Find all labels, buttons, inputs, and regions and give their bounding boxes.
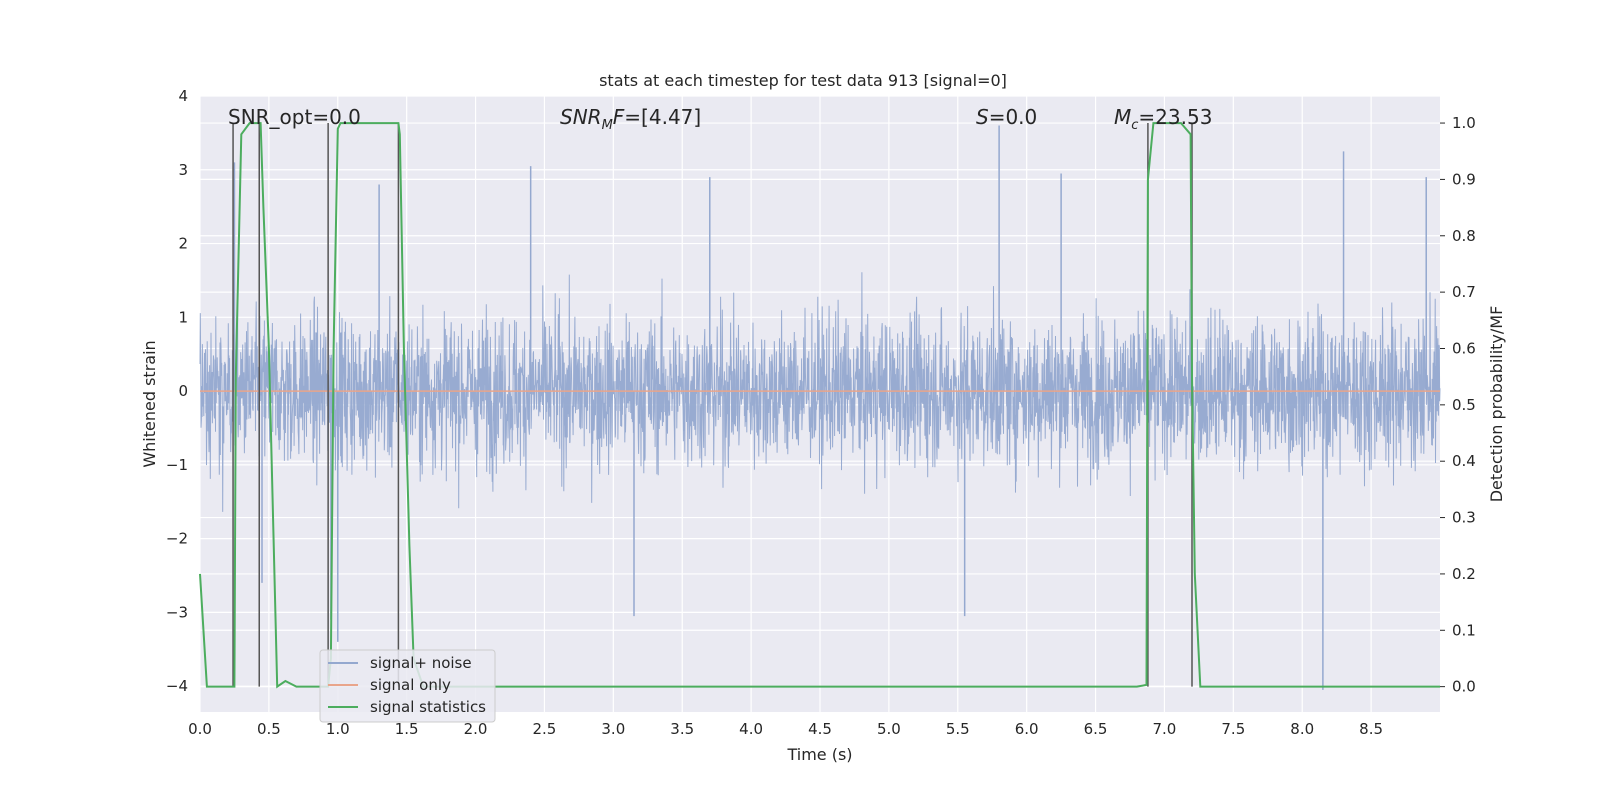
x-tick-label: 1.0 <box>326 720 350 738</box>
y-left-tick-label: 3 <box>178 161 188 179</box>
legend-label-signal-statistics: signal statistics <box>370 698 486 716</box>
annotation-mc-prefix: M <box>1114 105 1131 129</box>
annotation-snr-mf: SNRMF=[4.47] <box>560 105 701 133</box>
x-tick-label: 3.0 <box>601 720 625 738</box>
y-left-tick-label: −4 <box>166 677 188 695</box>
y-left-axis-ticks: 4 3 2 1 0 −1 −2 −3 −4 <box>166 87 188 695</box>
annotation-s-stat-value: =0.0 <box>989 105 1038 129</box>
y-left-tick-label: 2 <box>178 235 188 253</box>
y-left-tick-label: 4 <box>178 87 188 105</box>
annotation-snr-mf-value: =[4.47] <box>624 105 701 129</box>
annotation-snr-mf-sub: M <box>602 118 613 133</box>
legend: signal+ noise signal only signal statist… <box>319 649 496 723</box>
x-tick-label: 0.0 <box>188 720 212 738</box>
y-right-tick-label: 0.7 <box>1452 283 1476 301</box>
x-tick-label: 4.5 <box>808 720 832 738</box>
annotation-mc-sub: c <box>1131 118 1138 133</box>
x-tick-label: 7.0 <box>1153 720 1177 738</box>
signal-plus-noise-line <box>199 272 1441 512</box>
x-tick-label: 8.0 <box>1290 720 1314 738</box>
annotation-s-stat-prefix: S <box>976 105 989 129</box>
x-tick-label: 6.5 <box>1084 720 1108 738</box>
y-left-axis-label: Whitened strain <box>140 340 159 467</box>
x-tick-label: 6.0 <box>1015 720 1039 738</box>
y-right-tick-label: 1.0 <box>1452 114 1476 132</box>
x-tick-label: 8.5 <box>1359 720 1383 738</box>
y-right-tick-label: 0.8 <box>1452 227 1476 245</box>
y-left-tick-label: −2 <box>166 530 188 548</box>
annotation-snr-mf-prefix: SNR <box>560 105 602 129</box>
x-tick-label: 7.5 <box>1221 720 1245 738</box>
y-right-tick-label: 0.2 <box>1452 565 1476 583</box>
signal-statistics-line <box>199 122 1440 689</box>
y-right-tick-label: 0.0 <box>1452 678 1476 696</box>
y-right-tick-label: 0.3 <box>1452 509 1476 527</box>
y-left-tick-label: −3 <box>166 603 188 621</box>
y-left-tick-label: 1 <box>178 308 188 326</box>
x-tick-label: 4.0 <box>739 720 763 738</box>
x-tick-label: 5.0 <box>877 720 901 738</box>
annotation-snr-opt: SNR_opt=0.0 <box>228 105 361 129</box>
annotation-s-stat: S=0.0 <box>976 105 1037 129</box>
annotation-mc: Mc=23.53 <box>1114 105 1212 133</box>
legend-label-signal-plus-noise: signal+ noise <box>370 654 472 672</box>
legend-box <box>319 649 496 723</box>
y-left-tick-label: −1 <box>166 456 188 474</box>
y-right-tick-label: 0.1 <box>1452 621 1476 639</box>
y-right-axis-ticks: 1.0 0.9 0.8 0.7 0.6 0.5 0.4 0.3 0.2 0.1 0.0 <box>1440 114 1476 696</box>
chart-title: stats at each timestep for test data 913… <box>599 71 1007 90</box>
y-right-axis-label: Detection probability/MF <box>1487 306 1506 503</box>
x-tick-label: 2.0 <box>464 720 488 738</box>
x-axis-ticks: 0.0 0.5 1.0 1.5 2.0 2.5 3.0 3.5 4.0 4.5 5.0 5.5 6.0 6… <box>188 720 1383 738</box>
x-tick-label: 5.5 <box>946 720 970 738</box>
y-left-tick-label: 0 <box>178 382 188 400</box>
x-tick-label: 2.5 <box>533 720 557 738</box>
y-right-tick-label: 0.9 <box>1452 170 1476 188</box>
x-axis-label: Time (s) <box>786 745 852 764</box>
series-signal-statistics <box>199 122 1440 689</box>
x-tick-label: 1.5 <box>395 720 419 738</box>
x-tick-label: 3.5 <box>670 720 694 738</box>
y-right-tick-label: 0.5 <box>1452 396 1476 414</box>
annotation-mc-value: =23.53 <box>1138 105 1212 129</box>
y-right-tick-label: 0.6 <box>1452 339 1476 357</box>
y-right-tick-label: 0.4 <box>1452 452 1476 470</box>
x-tick-label: 0.5 <box>257 720 281 738</box>
legend-label-signal-only: signal only <box>370 676 451 694</box>
annotation-snr-mf-tail: F <box>613 105 625 129</box>
